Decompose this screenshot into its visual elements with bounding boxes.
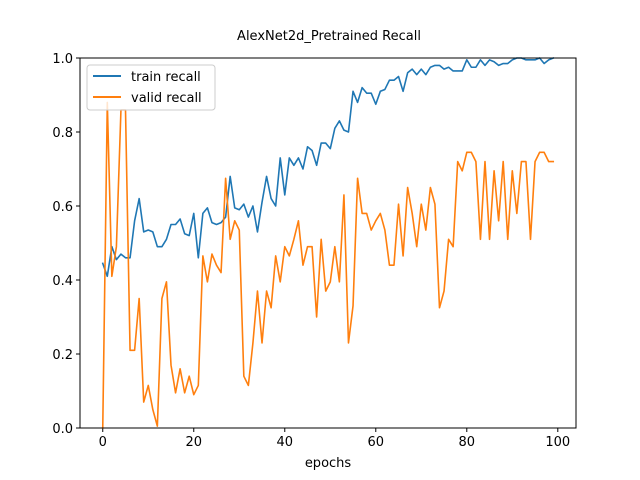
x-axis-ticks: 0 20 40 60 80 100 [99, 428, 570, 450]
y-tick-label-2: 0.4 [52, 274, 73, 289]
x-tick-label-60: 60 [368, 435, 385, 450]
x-axis-label: epochs [305, 456, 352, 471]
y-axis-ticks: 0.0 0.2 0.4 0.6 0.8 1.0 [52, 52, 80, 437]
x-tick-label-20: 20 [185, 435, 202, 450]
series-line-train-recall [101, 56, 555, 278]
x-tick-label-0: 0 [99, 435, 107, 450]
legend-label-valid-recall: valid recall [131, 91, 202, 106]
y-tick-label-4: 0.8 [52, 126, 73, 141]
axes-frame [79, 57, 577, 429]
x-tick-label-40: 40 [276, 435, 293, 450]
y-tick-label-5: 1.0 [52, 52, 73, 67]
y-tick-label-3: 0.6 [52, 200, 73, 215]
legend-label-train-recall: train recall [131, 70, 201, 85]
chart-title: AlexNet2d_Pretrained Recall [237, 29, 421, 44]
series-line-valid-recall [101, 101, 555, 429]
x-tick-label-80: 80 [459, 435, 476, 450]
x-tick-label-100: 100 [545, 435, 570, 450]
series-lines [101, 56, 555, 429]
y-tick-label-1: 0.2 [52, 348, 73, 363]
y-tick-label-0: 0.0 [52, 422, 73, 437]
legend: train recall valid recall [86, 64, 216, 111]
